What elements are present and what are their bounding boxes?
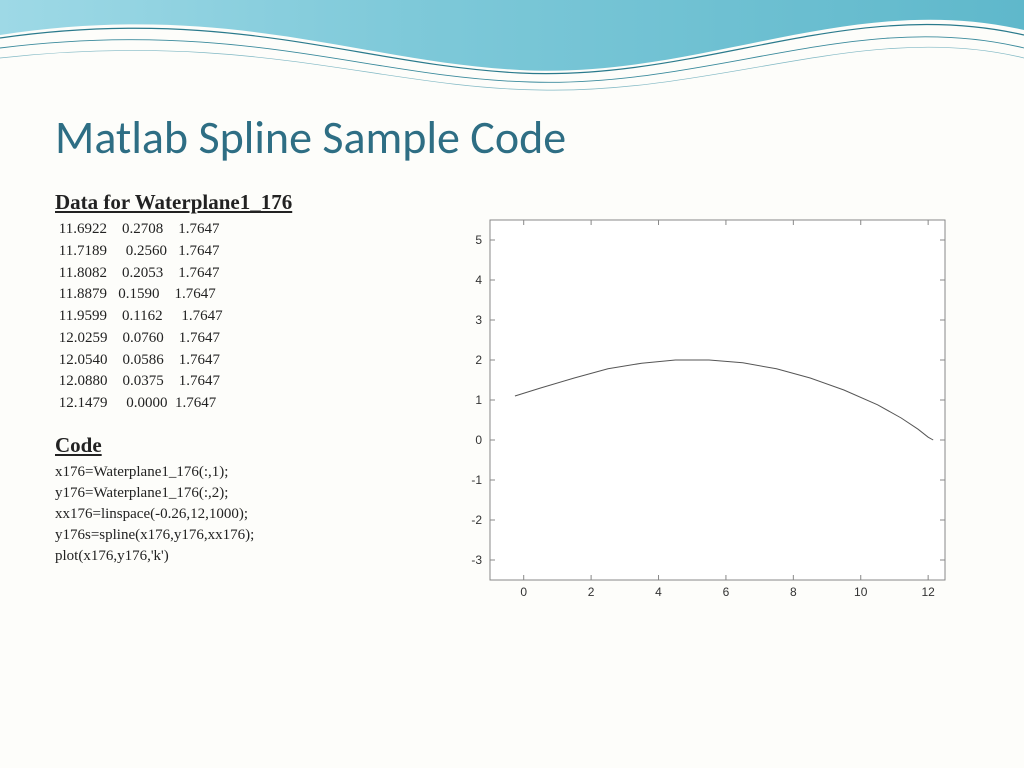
svg-text:-2: -2 <box>471 513 482 527</box>
svg-text:0: 0 <box>475 433 482 447</box>
svg-text:2: 2 <box>475 353 482 367</box>
svg-text:8: 8 <box>790 585 797 599</box>
slide-title: Matlab Spline Sample Code <box>55 110 969 166</box>
code-heading: Code <box>55 433 415 458</box>
svg-text:12: 12 <box>921 585 935 599</box>
svg-text:6: 6 <box>723 585 730 599</box>
spline-plot: -3-2-1012345024681012 <box>435 210 955 610</box>
svg-text:3: 3 <box>475 313 482 327</box>
svg-text:2: 2 <box>588 585 595 599</box>
matlab-code-block: x176=Waterplane1_176(:,1); y176=Waterpla… <box>55 462 415 567</box>
svg-text:0: 0 <box>520 585 527 599</box>
svg-text:10: 10 <box>854 585 868 599</box>
waterplane-data-table: 11.6922 0.2708 1.7647 11.7189 0.2560 1.7… <box>55 219 415 415</box>
svg-text:5: 5 <box>475 233 482 247</box>
data-heading: Data for Waterplane1_176 <box>55 190 415 215</box>
svg-text:4: 4 <box>475 273 482 287</box>
svg-text:-1: -1 <box>471 473 482 487</box>
left-column: Data for Waterplane1_176 11.6922 0.2708 … <box>55 190 415 567</box>
svg-text:-3: -3 <box>471 553 482 567</box>
svg-text:1: 1 <box>475 393 482 407</box>
svg-text:4: 4 <box>655 585 662 599</box>
